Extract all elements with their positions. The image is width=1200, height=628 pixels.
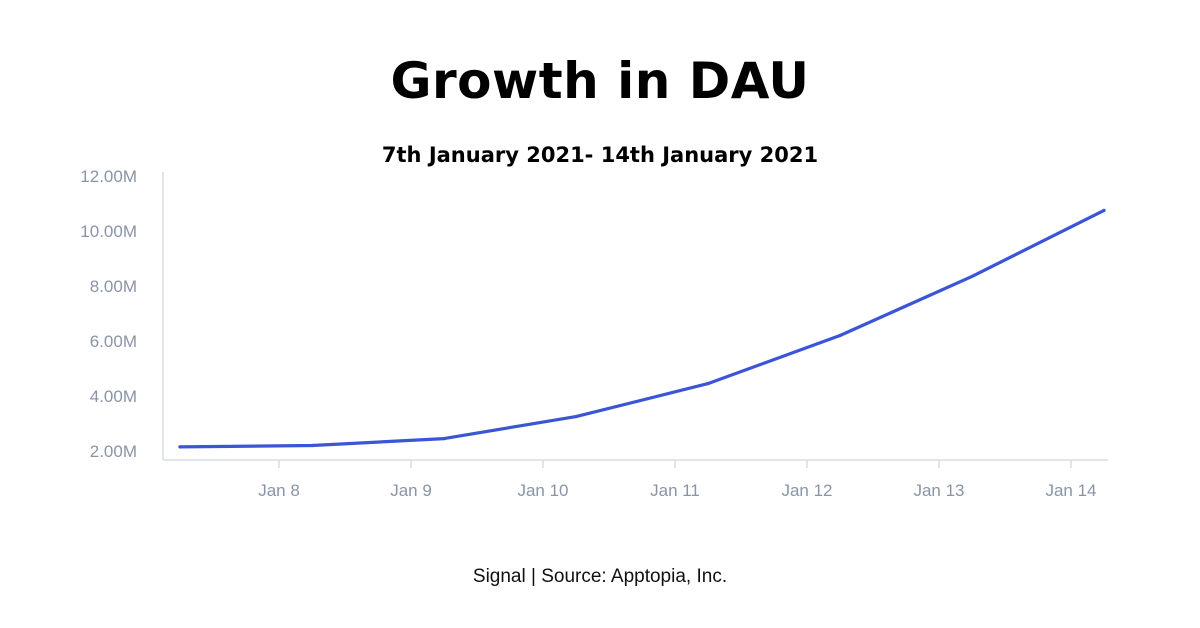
y-tick-label: 6.00M — [90, 332, 137, 351]
y-tick-label: 4.00M — [90, 387, 137, 406]
x-tick-label: Jan 12 — [781, 481, 832, 500]
x-tick-label: Jan 11 — [650, 481, 700, 500]
dau-data-point — [574, 415, 578, 419]
dau-data-point — [310, 443, 314, 448]
y-tick-label: 8.00M — [90, 277, 137, 296]
x-tick-label: Jan 9 — [390, 481, 432, 500]
x-tick-label: Jan 13 — [913, 481, 964, 500]
dau-series-line — [178, 208, 1106, 449]
plot-area — [178, 208, 1106, 449]
chart-subtitle: 7th January 2021- 14th January 2021 — [381, 143, 819, 167]
dau-data-point — [442, 437, 446, 441]
y-tick-label: 12.00M — [80, 167, 137, 186]
y-tick-label: 10.00M — [80, 222, 137, 241]
y-axis: 2.00M 4.00M 6.00M 8.00M 10.00M 12.00M — [80, 167, 164, 461]
dau-data-point — [1102, 208, 1106, 212]
source-caption: Signal | Source: Apptopia, Inc. — [472, 566, 728, 587]
y-tick-label: 2.00M — [90, 442, 137, 461]
dau-data-point — [838, 333, 842, 338]
dau-data-point — [706, 382, 710, 386]
x-tick-label: Jan 10 — [517, 481, 568, 500]
dau-data-point — [970, 274, 974, 278]
x-tick-label: Jan 14 — [1045, 481, 1096, 500]
dau-data-point — [178, 445, 182, 449]
x-tick-label: Jan 8 — [258, 481, 300, 500]
x-axis: Jan 8 Jan 9 Jan 10 Jan 11 Jan 12 Jan 13 Jan 14 — [163, 459, 1108, 500]
chart-title: Growth in DAU — [390, 52, 810, 110]
